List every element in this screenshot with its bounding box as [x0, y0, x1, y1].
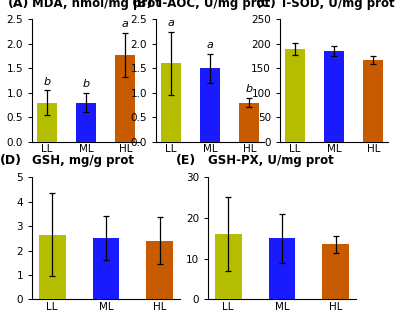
Bar — [37, 102, 56, 142]
Text: GSH, mg/g prot: GSH, mg/g prot — [32, 154, 134, 167]
Text: a: a — [122, 19, 129, 29]
Text: (A): (A) — [8, 0, 30, 10]
Text: T-SOD, U/mg prot: T-SOD, U/mg prot — [280, 0, 395, 10]
Text: b: b — [43, 77, 50, 87]
Bar — [161, 63, 180, 142]
Bar — [39, 235, 66, 299]
Text: a: a — [206, 40, 214, 50]
Bar — [92, 238, 120, 299]
Bar — [285, 49, 304, 142]
Bar — [364, 60, 383, 142]
Bar — [240, 102, 259, 142]
Bar — [215, 234, 242, 299]
Text: b: b — [82, 79, 90, 89]
Text: (B): (B) — [132, 0, 154, 10]
Bar — [200, 68, 220, 142]
Text: (D): (D) — [0, 154, 22, 167]
Text: b: b — [246, 84, 253, 94]
Text: (C): (C) — [256, 0, 277, 10]
Bar — [268, 238, 296, 299]
Bar — [322, 244, 349, 299]
Bar — [76, 102, 96, 142]
Text: T-AOC, U/mg prot: T-AOC, U/mg prot — [156, 0, 270, 10]
Bar — [324, 51, 344, 142]
Text: MDA, nmol/mg prot: MDA, nmol/mg prot — [32, 0, 161, 10]
Bar — [146, 241, 173, 299]
Bar — [116, 54, 135, 142]
Text: a: a — [167, 18, 174, 28]
Text: GSH-PX, U/mg prot: GSH-PX, U/mg prot — [208, 154, 334, 167]
Text: (E): (E) — [176, 154, 196, 167]
